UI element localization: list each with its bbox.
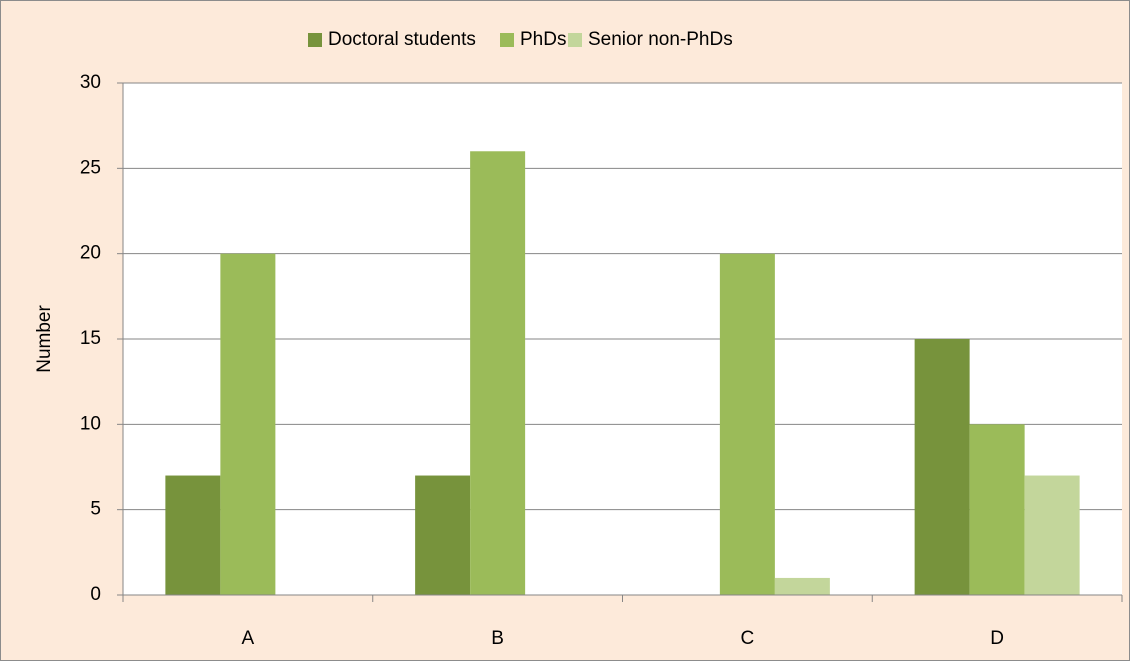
x-tick-label: C	[741, 628, 755, 649]
bar	[165, 475, 221, 595]
legend-label: Doctoral students	[328, 29, 476, 50]
bar	[774, 577, 830, 595]
x-tick-label: D	[990, 628, 1004, 649]
legend-swatch	[568, 33, 582, 47]
y-tick-label: 25	[80, 157, 101, 178]
y-tick-label: 30	[80, 72, 101, 93]
y-tick-label: 0	[90, 584, 101, 605]
bar	[470, 151, 526, 595]
bar	[415, 475, 471, 595]
x-tick-label: B	[491, 628, 504, 649]
y-tick-label: 15	[80, 328, 101, 349]
bar	[719, 253, 775, 595]
bar	[1024, 475, 1080, 595]
bar	[220, 253, 276, 595]
legend-swatch	[308, 33, 322, 47]
y-axis-label: Number	[34, 305, 55, 373]
legend-label: Senior non-PhDs	[588, 29, 733, 50]
y-tick-label: 10	[80, 413, 101, 434]
y-tick-label: 20	[80, 243, 101, 264]
y-tick-label: 5	[90, 499, 101, 520]
bar	[914, 339, 970, 595]
x-tick-label: A	[242, 628, 255, 649]
legend-swatch	[500, 33, 514, 47]
bar	[969, 424, 1025, 595]
legend-label: PhDs	[520, 29, 566, 50]
